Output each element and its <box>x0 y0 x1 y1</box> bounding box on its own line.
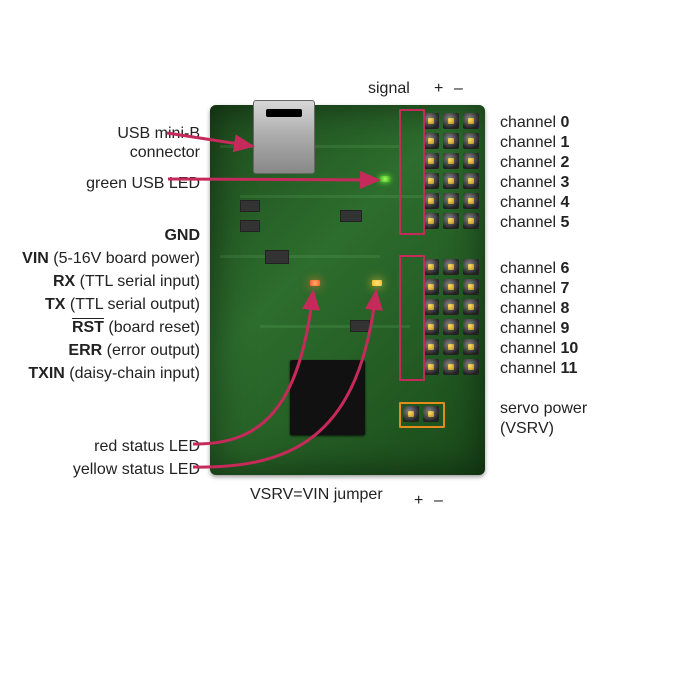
right-labels-group: channel 0 channel 1 channel 2 channel 3 chan… <box>0 0 700 700</box>
right-label: channel 7 <box>500 280 569 298</box>
right-label: channel 9 <box>500 320 569 338</box>
right-label: channel 8 <box>500 300 569 318</box>
right-label: channel 1 <box>500 134 569 152</box>
right-label: servo power <box>500 400 587 418</box>
right-label: channel 5 <box>500 214 569 232</box>
diagram-stage: signal + – + – VSRV=VIN jumper USB mini-… <box>0 0 700 700</box>
right-label: channel 2 <box>500 154 569 172</box>
right-label: channel 10 <box>500 340 578 358</box>
right-label: channel 4 <box>500 194 569 212</box>
right-label: channel 11 <box>500 360 577 378</box>
right-label: channel 3 <box>500 174 569 192</box>
right-label: channel 0 <box>500 114 569 132</box>
right-label: (VSRV) <box>500 420 554 438</box>
right-label: channel 6 <box>500 260 569 278</box>
